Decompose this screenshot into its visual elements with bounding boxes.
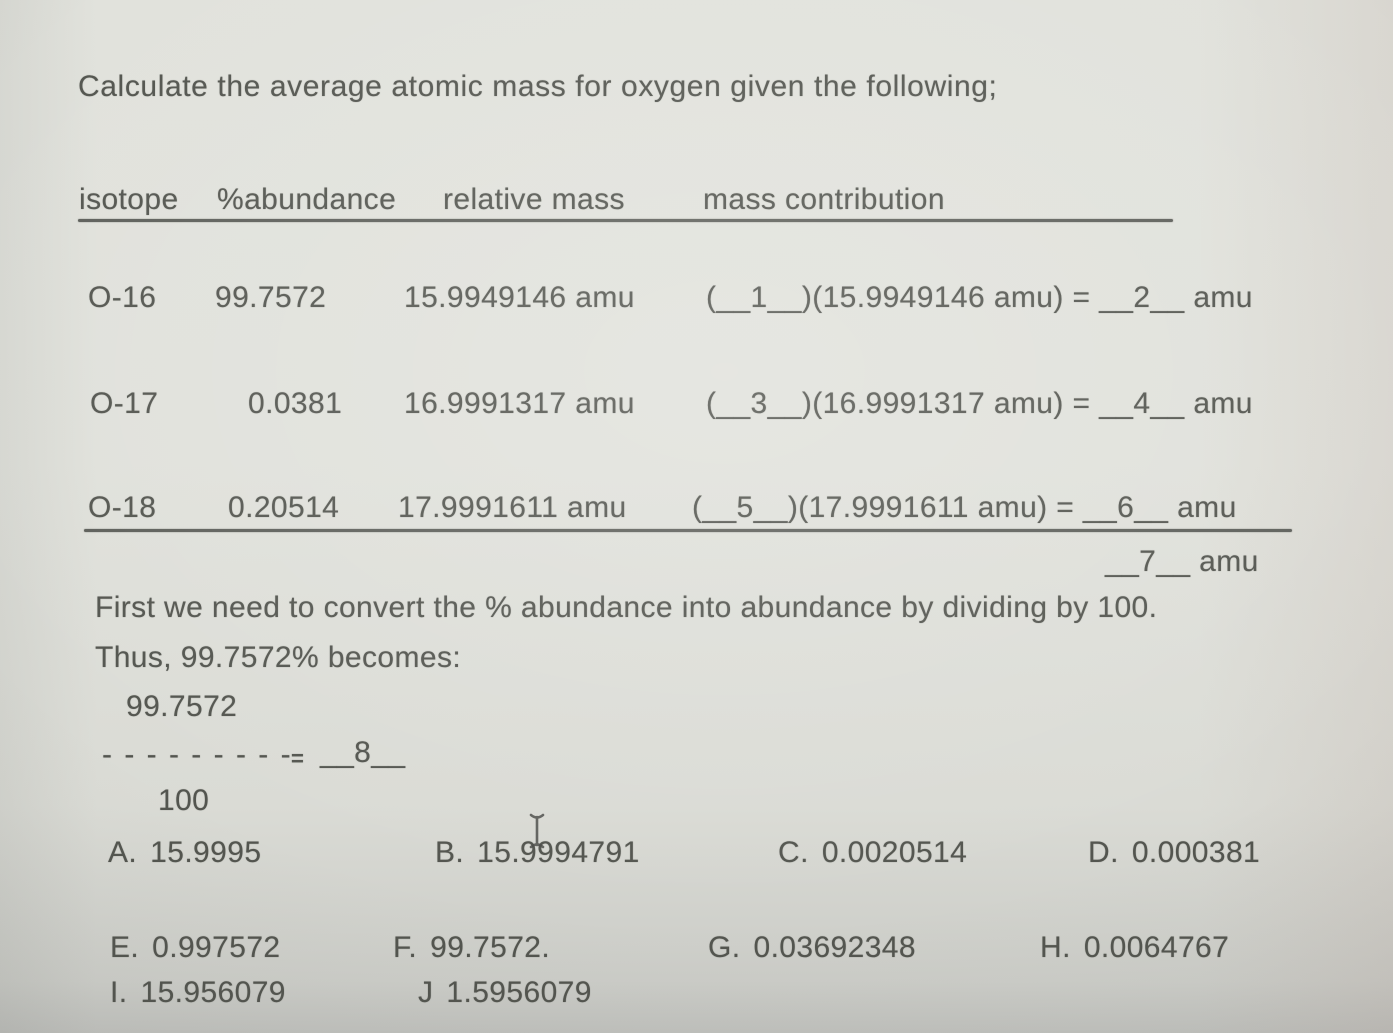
- row-o17-relative-mass: 16.9991317 amu: [404, 387, 635, 420]
- option-a: A. 15.9995: [108, 836, 261, 870]
- row-o17-isotope: O-17: [90, 387, 159, 420]
- row-o18-isotope: O-18: [88, 491, 157, 524]
- row-o18-contribution: (__5__)(17.9991611 amu) = __6__ amu: [692, 491, 1237, 524]
- explanation-line-2: Thus, 99.7572% becomes:: [95, 641, 462, 674]
- row-o17-contribution: (__3__)(16.9991317 amu) = __4__ amu: [706, 387, 1253, 420]
- row-o16-contribution: (__1__)(15.9949146 amu) = __2__ amu: [706, 281, 1253, 314]
- option-g-value: 0.03692348: [753, 931, 916, 964]
- option-c-value: 0.0020514: [821, 836, 968, 869]
- option-h: H. 0.0064767: [1040, 931, 1229, 965]
- option-e-value: 0.997572: [152, 931, 281, 964]
- fraction-numerator: 99.7572: [126, 690, 238, 723]
- option-i-label: I.: [110, 976, 128, 1009]
- row-o18-relative-mass: 17.9991611 amu: [398, 491, 627, 524]
- option-d: D. 0.000381: [1088, 836, 1260, 870]
- row-o17-abundance: 0.0381: [248, 387, 343, 420]
- table-header-abundance: %abundance: [217, 183, 397, 216]
- option-g: G. 0.03692348: [708, 931, 916, 965]
- option-i-value: 15.956079: [140, 976, 286, 1009]
- table-header-isotope: isotope: [79, 183, 179, 216]
- option-j-label: J: [418, 976, 434, 1009]
- option-f: F. 99.7572.: [393, 931, 550, 965]
- option-c-label: C.: [778, 836, 809, 869]
- option-a-label: A.: [108, 836, 138, 869]
- option-i: I. 15.956079: [110, 976, 286, 1010]
- text-cursor-icon: [527, 812, 547, 855]
- option-b: B. 15.9994791: [435, 836, 640, 870]
- option-a-value: 15.9995: [150, 836, 262, 869]
- fraction-denominator: 100: [158, 784, 210, 817]
- option-f-label: F.: [393, 931, 418, 964]
- row-o18-abundance: 0.20514: [228, 491, 340, 524]
- option-b-value: 15.9994791: [477, 836, 640, 869]
- fraction-equals: =: [291, 746, 305, 771]
- option-d-label: D.: [1088, 836, 1119, 869]
- row-o16-abundance: 99.7572: [215, 281, 327, 314]
- option-j-value: 1.5956079: [446, 976, 592, 1009]
- header-underline: [78, 219, 1173, 222]
- option-g-label: G.: [708, 931, 741, 964]
- row-o16-relative-mass: 15.9949146 amu: [404, 281, 635, 314]
- fraction-dash-line: - - - - - - - - -: [102, 738, 293, 771]
- option-j: J 1.5956079: [418, 976, 592, 1010]
- page-title: Calculate the average atomic mass for ox…: [78, 70, 998, 103]
- option-e: E. 0.997572: [110, 931, 280, 965]
- option-c: C. 0.0020514: [778, 836, 967, 870]
- option-b-label: B.: [435, 836, 465, 869]
- table-header-mass-contribution: mass contribution: [703, 183, 945, 216]
- option-h-value: 0.0064767: [1083, 931, 1230, 964]
- explanation-line-1: First we need to convert the % abundance…: [95, 591, 1158, 624]
- fraction-result-blank: __8__: [320, 736, 406, 769]
- option-d-value: 0.000381: [1131, 836, 1261, 869]
- row-o16-isotope: O-16: [88, 281, 157, 314]
- option-f-value: 99.7572.: [430, 931, 551, 964]
- option-e-label: E.: [110, 931, 140, 964]
- total-blank-line: __7__ amu: [1105, 545, 1259, 578]
- option-h-label: H.: [1040, 931, 1071, 964]
- row-o18-underline: [84, 529, 1292, 532]
- table-header-relative-mass: relative mass: [443, 183, 625, 216]
